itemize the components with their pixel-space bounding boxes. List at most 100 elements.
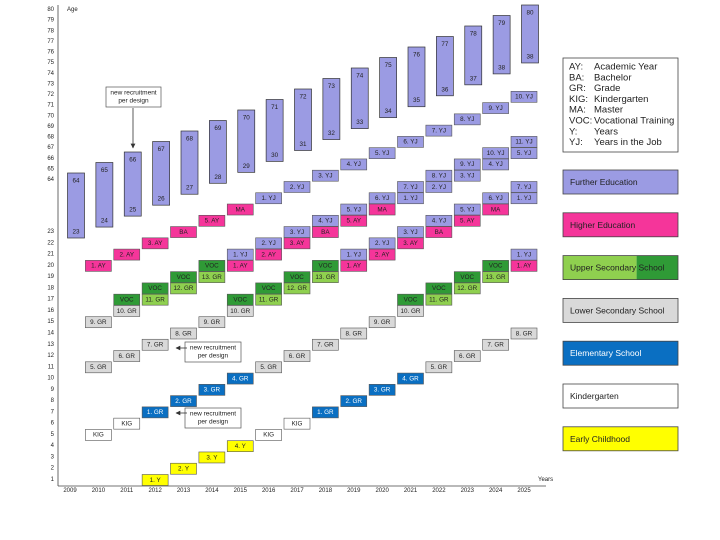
cell-box — [85, 429, 112, 441]
cell-box — [453, 271, 481, 283]
annotation-text: new recruitment — [190, 345, 236, 352]
x-tick-label: 2013 — [177, 488, 191, 494]
cell-box — [283, 237, 311, 250]
cell-box — [368, 248, 396, 261]
career-bar-top: 70 — [243, 115, 251, 122]
abbreviation-text: Academic Year — [594, 62, 657, 73]
cell-box — [510, 147, 538, 159]
y-tick-label: 67 — [47, 145, 54, 151]
cell-label: 2. YJ — [432, 184, 446, 191]
cell-box — [425, 226, 453, 238]
cell-box — [425, 282, 453, 295]
abbreviation-key: VOC: — [569, 116, 592, 127]
x-tick-label: 2016 — [262, 488, 276, 494]
cell-label: 3. GR — [374, 387, 391, 394]
legend-label: Higher Education — [570, 220, 635, 230]
cell-box — [312, 226, 339, 238]
abbreviation-box — [562, 57, 679, 153]
legend-swatch — [563, 426, 678, 451]
y-tick-label: 8 — [51, 398, 55, 404]
cell-label: VOC — [290, 274, 304, 281]
cell-label: VOC — [205, 263, 219, 270]
cell-label: 6. GR — [289, 353, 306, 360]
y-tick-label: 20 — [47, 263, 54, 269]
career-bar-bottom: 38 — [526, 53, 534, 60]
cell-label: 1. AY — [517, 263, 532, 270]
cell-label: 3. AY — [290, 240, 305, 247]
cell-label: 1. AY — [233, 263, 248, 270]
cell-label: 2. YJ — [262, 240, 276, 247]
cell-label: 4. YJ — [489, 161, 503, 168]
cell-label: 7. YJ — [432, 127, 446, 134]
y-tick-label: 9 — [51, 387, 55, 393]
career-bar — [407, 46, 426, 108]
cell-box — [368, 384, 396, 396]
y-tick-label: 64 — [47, 177, 54, 183]
cell-label: 1. GR — [147, 409, 164, 416]
cell-box — [255, 361, 282, 374]
career-bar-top: 69 — [214, 125, 222, 132]
cell-label: 1. YJ — [262, 195, 276, 202]
abbreviation-key: KIG: — [569, 94, 588, 105]
career-bar-bottom: 37 — [470, 75, 478, 82]
cell-label: 3. Y — [206, 454, 218, 461]
cell-label: 1. AY — [91, 263, 106, 270]
career-bar — [294, 88, 312, 151]
cell-box — [453, 113, 481, 126]
cell-box — [198, 316, 226, 329]
cell-label: 9. YJ — [460, 161, 474, 168]
x-tick-label: 2017 — [290, 488, 304, 494]
cell-box — [453, 169, 481, 182]
career-bar — [350, 67, 369, 129]
cell-label: 11. GR — [259, 296, 279, 303]
career-bar — [95, 162, 114, 228]
cell-box — [170, 395, 197, 407]
y-tick-label: 17 — [47, 297, 54, 303]
y-tick-label: 77 — [47, 39, 54, 45]
legend-swatch — [563, 298, 678, 323]
abbreviation-key: YJ: — [569, 137, 583, 148]
y-tick-label: 7 — [51, 409, 55, 415]
cell-label: 12. GR — [174, 285, 194, 292]
career-bar — [209, 120, 227, 184]
x-tick-label: 2019 — [347, 488, 361, 494]
legend: Further Education Higher Education Upper S… — [562, 169, 679, 452]
cell-label: 3. YJ — [460, 173, 474, 180]
cell-box — [141, 474, 169, 486]
cell-label: 3. YJ — [318, 173, 332, 180]
cell-box — [340, 260, 368, 272]
cell-box — [113, 417, 141, 430]
cell-box — [255, 192, 282, 205]
cell-label: 9. GR — [374, 319, 391, 326]
cell-label: 2. AY — [119, 251, 134, 258]
cell-box — [141, 237, 169, 250]
cell-label: 8. YJ — [460, 116, 474, 123]
cell-label: 7. GR — [487, 342, 504, 349]
cell-label: 6. GR — [459, 353, 476, 360]
cell-label: 10. GR — [230, 308, 250, 315]
cell-box — [255, 248, 282, 261]
cell-label: 12. GR — [457, 285, 477, 292]
career-bar — [521, 4, 539, 64]
legend-label: Kindergarten — [570, 391, 619, 401]
cell-label: MA — [491, 206, 501, 213]
cell-box — [368, 316, 396, 329]
cell-label: 5. AY — [346, 218, 361, 225]
abbreviations: AY: Academic Year BA: Bachelor GR: Grade KIG: K… — [569, 62, 674, 149]
cell-box — [226, 440, 254, 452]
cell-label: 8. YJ — [432, 173, 446, 180]
y-tick-label: 68 — [47, 135, 54, 141]
annotation-box — [184, 341, 242, 363]
cell-label: 4. YJ — [318, 218, 332, 225]
career-bar-bottom: 23 — [72, 229, 80, 236]
y-tick-label: 6 — [51, 421, 55, 427]
y-tick-label: 70 — [47, 113, 54, 119]
cell-label: 10. YJ — [515, 94, 533, 101]
cell-label: 4. Y — [235, 443, 247, 450]
cell-box — [397, 136, 424, 148]
career-bar-top: 66 — [129, 157, 137, 164]
cell-label: 7. YJ — [517, 184, 531, 191]
cell-box — [425, 181, 453, 193]
career-bar-top: 72 — [299, 94, 307, 101]
annotation-text: new recruitment — [190, 411, 236, 418]
